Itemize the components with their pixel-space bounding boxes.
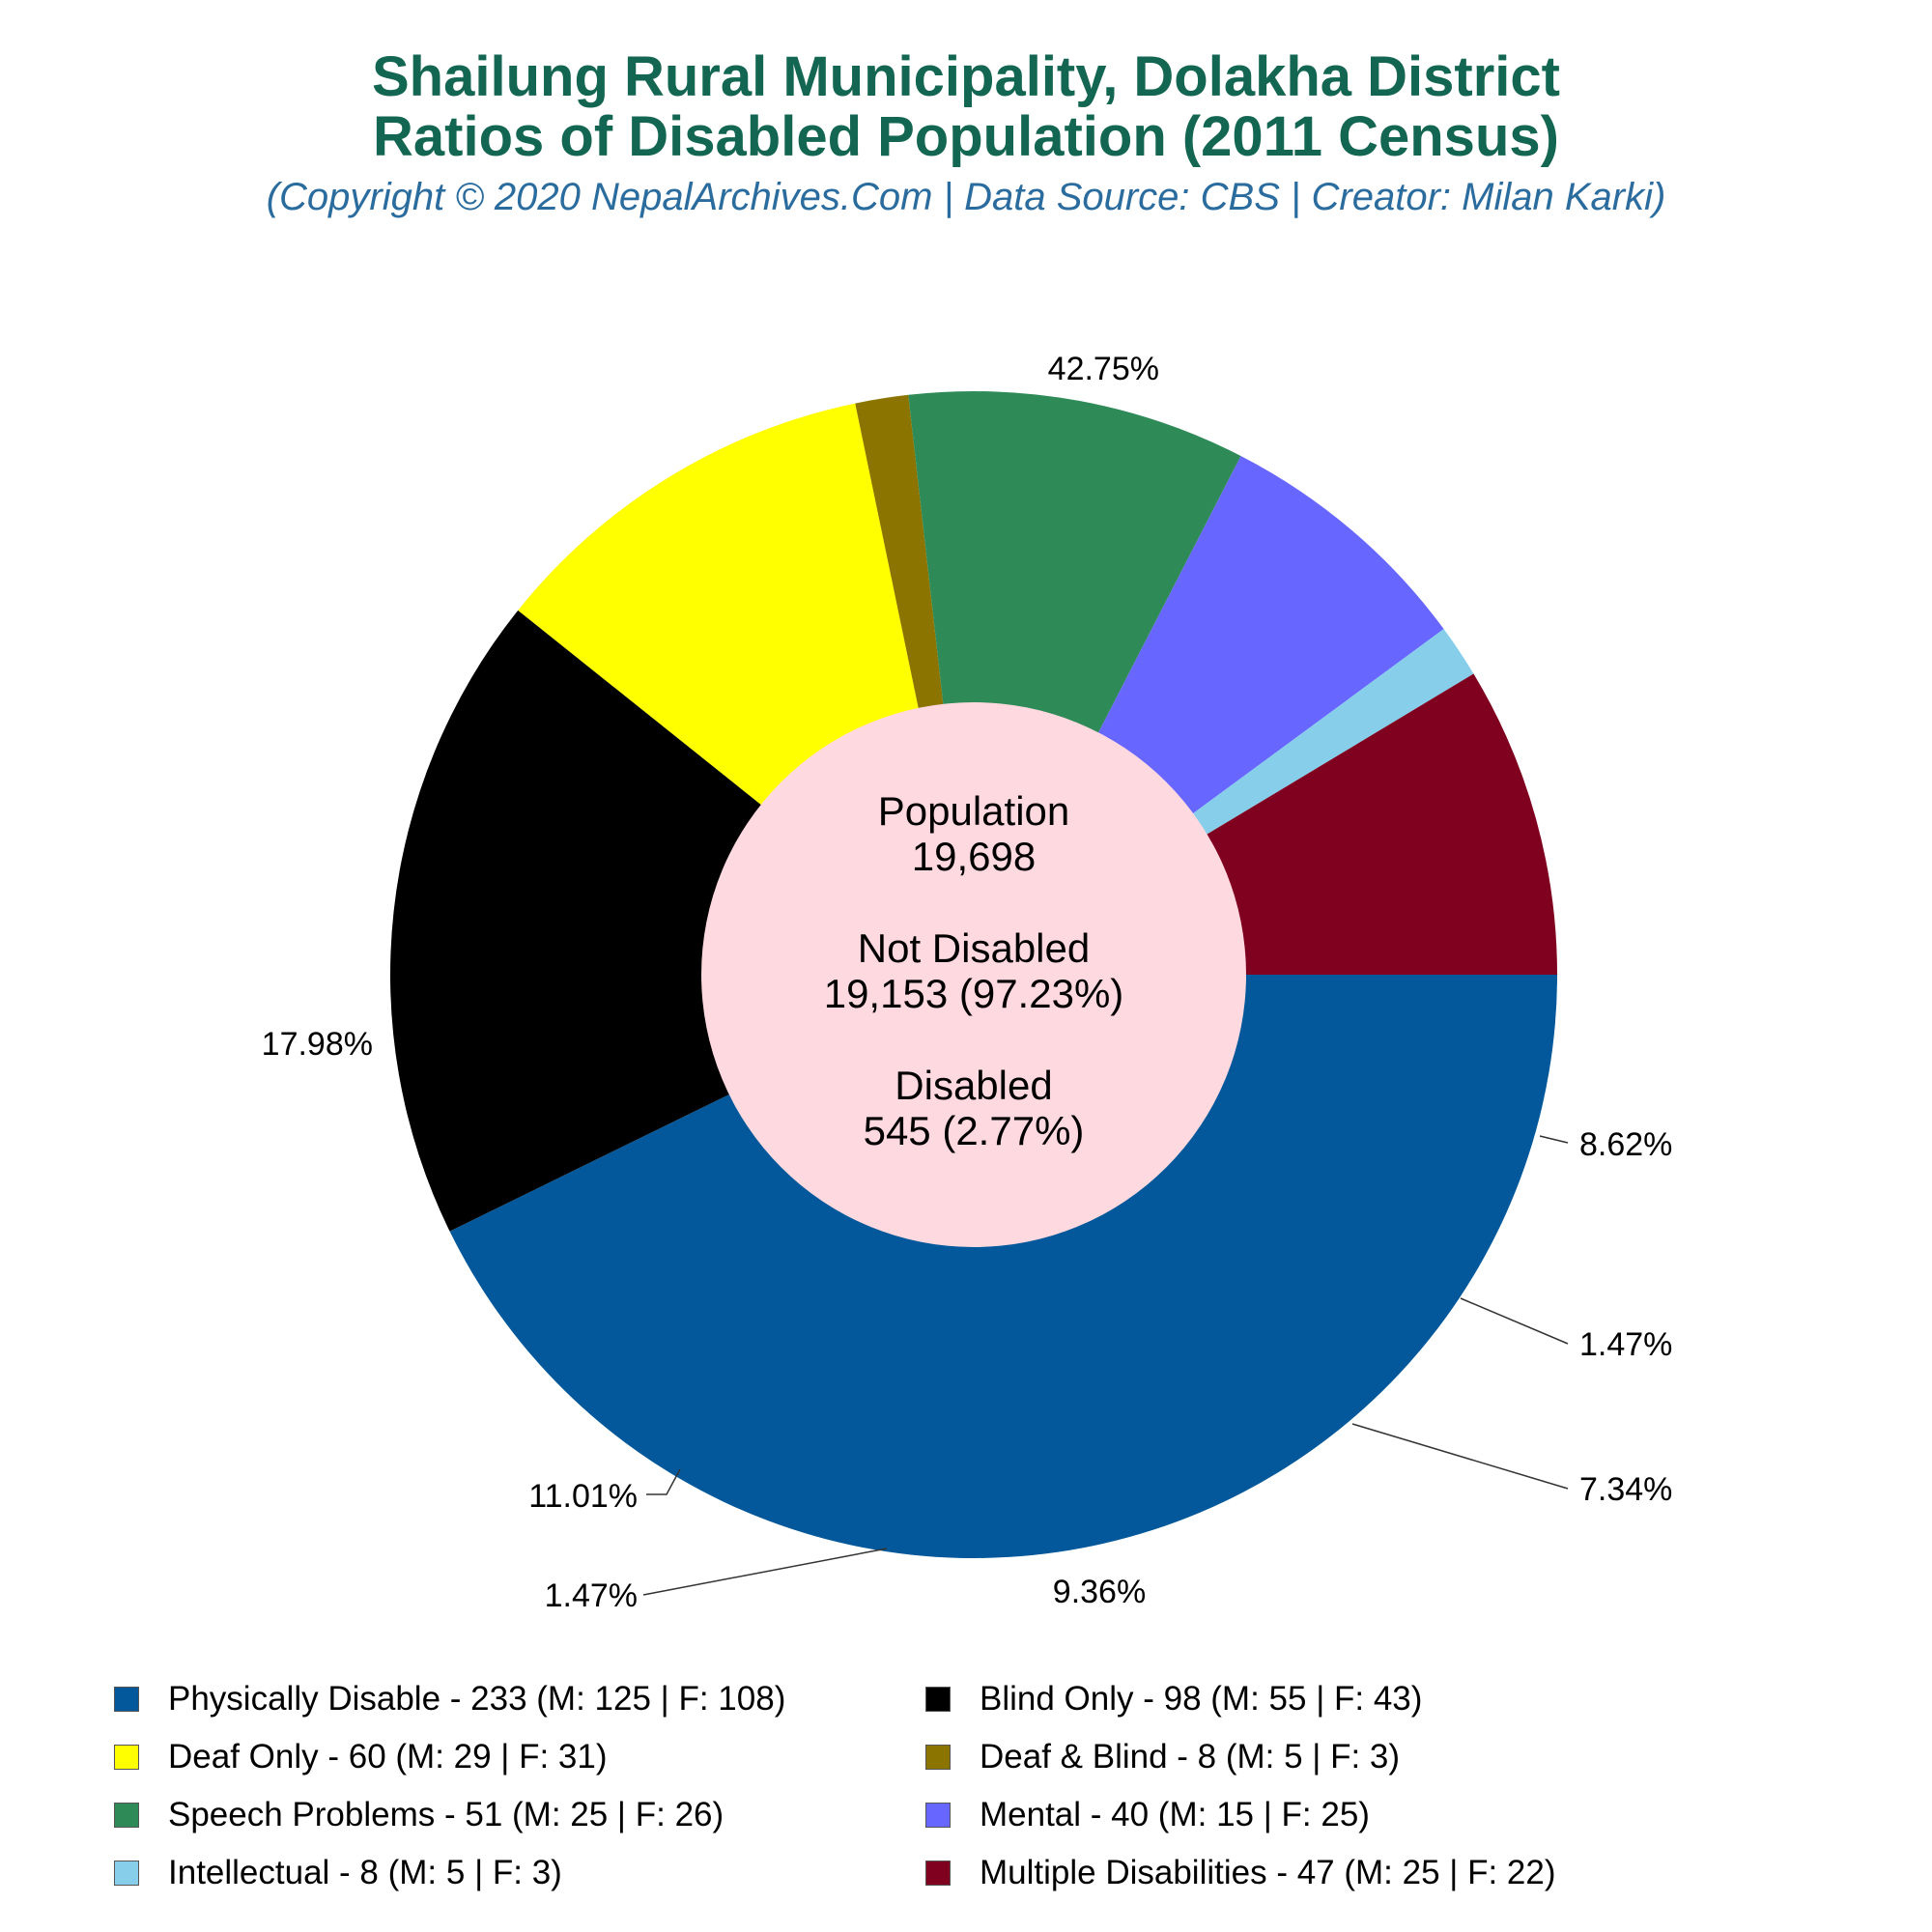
- chart-title-line1: Shailung Rural Municipality, Dolakha Dis…: [371, 45, 1560, 108]
- legend-label: Speech Problems - 51 (M: 25 | F: 26): [168, 1796, 724, 1833]
- legend-swatch: [925, 1745, 951, 1770]
- legend-label: Physically Disable - 233 (M: 125 | F: 10…: [168, 1680, 786, 1718]
- legend-label: Deaf & Blind - 8 (M: 5 | F: 3): [980, 1738, 1401, 1776]
- legend-item-blind-only: Blind Only - 98 (M: 55 | F: 43): [925, 1676, 1422, 1722]
- legend-item-physically-disable: Physically Disable - 233 (M: 125 | F: 10…: [114, 1676, 785, 1722]
- legend-swatch: [925, 1803, 951, 1828]
- legend-item-speech-problems: Speech Problems - 51 (M: 25 | F: 26): [114, 1792, 724, 1838]
- legend-item-deaf-only: Deaf Only - 60 (M: 29 | F: 31): [114, 1734, 608, 1780]
- slice-label-deaf-only: 11.01%: [528, 1478, 638, 1515]
- legend-item-intellectual: Intellectual - 8 (M: 5 | F: 3): [114, 1850, 562, 1896]
- legend-swatch: [114, 1803, 139, 1828]
- donut-chart: 42.75% 17.98% 11.01% 1.47% 9.36% 7.34% 1.47% 8.…: [262, 351, 1673, 1614]
- legend-label: Mental - 40 (M: 15 | F: 25): [980, 1796, 1370, 1833]
- center-disabled-label: Disabled: [895, 1063, 1052, 1108]
- legend-swatch: [114, 1745, 139, 1770]
- legend-swatch: [925, 1687, 951, 1712]
- slice-physically-disable: [449, 975, 1557, 1559]
- center-summary: Population 19,698 Not Disabled 19,153 (9…: [824, 788, 1124, 1153]
- chart-title-line2: Ratios of Disabled Population (2011 Cens…: [373, 105, 1559, 168]
- legend-swatch: [114, 1687, 139, 1712]
- legend-swatch: [114, 1861, 139, 1886]
- leader-line-deaf-and-blind: [642, 1548, 888, 1596]
- slice-blind-only: [390, 610, 975, 1232]
- center-population-value: 19,698: [912, 834, 1036, 879]
- legend-item-mental: Mental - 40 (M: 15 | F: 25): [925, 1792, 1370, 1838]
- leader-lines-layer: [642, 1135, 1569, 1596]
- leader-line-multiple-disabilities: [1539, 1135, 1569, 1144]
- slice-label-speech-problems: 9.36%: [1053, 1574, 1146, 1610]
- leader-line-mental: [1351, 1423, 1569, 1490]
- slice-label-multiple-disabilities: 8.62%: [1579, 1126, 1672, 1163]
- center-circle: [701, 702, 1246, 1247]
- slice-label-mental: 7.34%: [1579, 1471, 1672, 1508]
- legend-label: Deaf Only - 60 (M: 29 | F: 31): [168, 1738, 608, 1776]
- center-disabled-value: 545 (2.77%): [864, 1108, 1085, 1153]
- center-not-disabled-value: 19,153 (97.23%): [824, 971, 1124, 1016]
- center-population-label: Population: [878, 788, 1070, 834]
- leader-line-intellectual: [1460, 1297, 1569, 1345]
- legend-label: Multiple Disabilities - 47 (M: 25 | F: 2…: [980, 1854, 1556, 1891]
- slice-label-deaf-and-blind: 1.47%: [545, 1577, 638, 1614]
- legend-item-deaf-and-blind: Deaf & Blind - 8 (M: 5 | F: 3): [925, 1734, 1400, 1780]
- legend-swatch: [925, 1861, 951, 1886]
- legend-item-multiple-disabilities: Multiple Disabilities - 47 (M: 25 | F: 2…: [925, 1850, 1556, 1896]
- legend-label: Intellectual - 8 (M: 5 | F: 3): [168, 1854, 562, 1891]
- leader-line-deaf-only: [646, 1468, 681, 1495]
- chart-subtitle: (Copyright © 2020 NepalArchives.Com | Da…: [266, 176, 1666, 218]
- slice-label-intellectual: 1.47%: [1579, 1326, 1672, 1363]
- slice-label-physically-disable: 42.75%: [1048, 351, 1159, 387]
- slice-labels-layer: 42.75% 17.98% 11.01% 1.47% 9.36% 7.34% 1.47% 8.…: [262, 351, 1673, 1614]
- center-not-disabled-label: Not Disabled: [858, 925, 1090, 971]
- slice-label-blind-only: 17.98%: [262, 1026, 373, 1063]
- legend-label: Blind Only - 98 (M: 55 | F: 43): [980, 1680, 1423, 1718]
